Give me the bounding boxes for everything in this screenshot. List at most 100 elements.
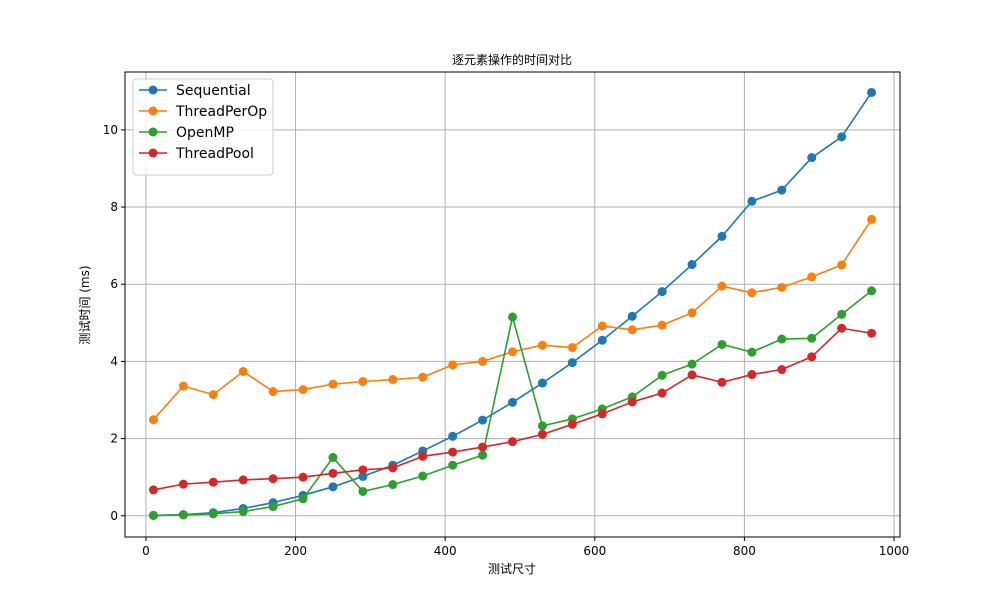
data-point-sequential xyxy=(358,471,368,481)
data-point-threadperop xyxy=(178,381,188,391)
data-point-threadperop xyxy=(478,356,488,366)
legend: Sequential ThreadPerOp OpenMP ThreadPool xyxy=(132,78,274,176)
data-point-sequential xyxy=(867,87,877,97)
data-point-threadpool xyxy=(717,377,727,387)
data-point-threadperop xyxy=(867,214,877,224)
series-layer xyxy=(148,87,877,520)
data-point-threadpool xyxy=(478,442,488,452)
data-point-openmp xyxy=(358,486,368,496)
data-point-threadpool xyxy=(178,479,188,489)
data-point-threadperop xyxy=(298,385,308,395)
data-point-threadperop xyxy=(358,376,368,386)
data-point-threadperop xyxy=(657,320,667,330)
data-point-sequential xyxy=(478,415,488,425)
y-tick-label: 10 xyxy=(103,123,118,137)
data-point-sequential xyxy=(328,482,338,492)
x-tick-label: 600 xyxy=(583,544,606,558)
legend-swatch-marker xyxy=(148,127,158,137)
data-point-openmp xyxy=(238,507,248,517)
data-point-threadpool xyxy=(448,447,458,457)
data-point-threadpool xyxy=(657,388,667,398)
data-point-threadperop xyxy=(328,379,338,389)
x-axis-label: 测试尺寸 xyxy=(488,561,536,576)
legend-item-threadpool: ThreadPool xyxy=(139,146,254,162)
data-point-threadpool xyxy=(867,328,877,338)
series-threadperop xyxy=(148,214,877,425)
x-tick-label: 400 xyxy=(434,544,457,558)
data-point-sequential xyxy=(807,153,817,163)
x-tick-label: 200 xyxy=(284,544,307,558)
data-point-openmp xyxy=(537,421,547,431)
data-point-openmp xyxy=(418,471,428,481)
legend-label: Sequential xyxy=(176,83,251,99)
data-point-openmp xyxy=(807,333,817,343)
data-point-sequential xyxy=(597,335,607,345)
data-point-openmp xyxy=(687,359,697,369)
data-point-threadperop xyxy=(567,343,577,353)
data-point-threadpool xyxy=(148,485,158,495)
legend-item-threadperop: ThreadPerOp xyxy=(139,104,267,120)
data-point-threadpool xyxy=(537,429,547,439)
data-point-openmp xyxy=(478,450,488,460)
data-point-threadpool xyxy=(418,451,428,461)
y-tick-label: 2 xyxy=(110,432,118,446)
data-point-sequential xyxy=(627,311,637,321)
legend-swatch-marker xyxy=(148,148,158,158)
data-point-openmp xyxy=(448,460,458,470)
data-point-openmp xyxy=(657,370,667,380)
data-point-threadpool xyxy=(837,323,847,333)
data-point-threadperop xyxy=(717,281,727,291)
legend-swatch-marker xyxy=(148,85,158,95)
y-tick-label: 4 xyxy=(110,354,118,368)
chart-title: 逐元素操作的时间对比 xyxy=(452,52,572,67)
data-point-openmp xyxy=(867,286,877,296)
data-point-threadpool xyxy=(627,397,637,407)
data-point-openmp xyxy=(268,502,278,512)
data-point-threadperop xyxy=(627,325,637,335)
legend-item-sequential: Sequential xyxy=(139,83,251,99)
y-tick-label: 8 xyxy=(110,200,118,214)
data-point-threadperop xyxy=(148,415,158,425)
data-point-threadpool xyxy=(777,365,787,375)
data-point-threadpool xyxy=(358,465,368,475)
legend-item-openmp: OpenMP xyxy=(139,125,234,141)
data-point-sequential xyxy=(687,260,697,270)
data-point-openmp xyxy=(148,510,158,520)
data-point-threadperop xyxy=(508,347,517,357)
y-axis: 0 2 4 6 8 10 xyxy=(103,123,125,523)
legend-box xyxy=(132,78,274,176)
data-point-threadpool xyxy=(597,409,607,419)
data-point-threadperop xyxy=(268,387,278,397)
data-point-threadperop xyxy=(807,272,817,282)
data-point-threadpool xyxy=(747,370,757,380)
series-openmp xyxy=(148,286,877,520)
data-point-openmp xyxy=(717,339,727,349)
data-point-threadperop xyxy=(687,308,697,318)
data-point-sequential xyxy=(567,358,577,368)
data-point-threadperop xyxy=(448,360,458,370)
data-point-threadperop xyxy=(238,366,248,376)
data-point-threadpool xyxy=(238,475,248,485)
x-axis: 0 200 400 600 800 1000 xyxy=(142,537,909,558)
data-point-threadpool xyxy=(567,419,577,429)
data-point-threadpool xyxy=(328,468,338,478)
data-point-threadperop xyxy=(837,260,847,270)
data-point-sequential xyxy=(747,196,757,206)
data-point-openmp xyxy=(328,453,338,463)
series-threadpool xyxy=(148,323,877,495)
data-point-openmp xyxy=(298,494,308,504)
y-axis-label: 测试时间 (ms) xyxy=(77,265,92,344)
data-point-sequential xyxy=(448,431,458,441)
x-tick-label: 1000 xyxy=(879,544,910,558)
data-point-threadpool xyxy=(807,352,817,362)
x-tick-label: 0 xyxy=(142,544,150,558)
data-point-threadpool xyxy=(388,463,398,473)
data-point-sequential xyxy=(508,397,517,407)
data-point-openmp xyxy=(208,509,218,519)
legend-label: ThreadPool xyxy=(175,146,254,162)
data-point-threadperop xyxy=(747,288,757,298)
data-point-threadpool xyxy=(508,437,517,447)
data-point-threadperop xyxy=(388,375,398,385)
data-point-threadpool xyxy=(268,474,278,484)
